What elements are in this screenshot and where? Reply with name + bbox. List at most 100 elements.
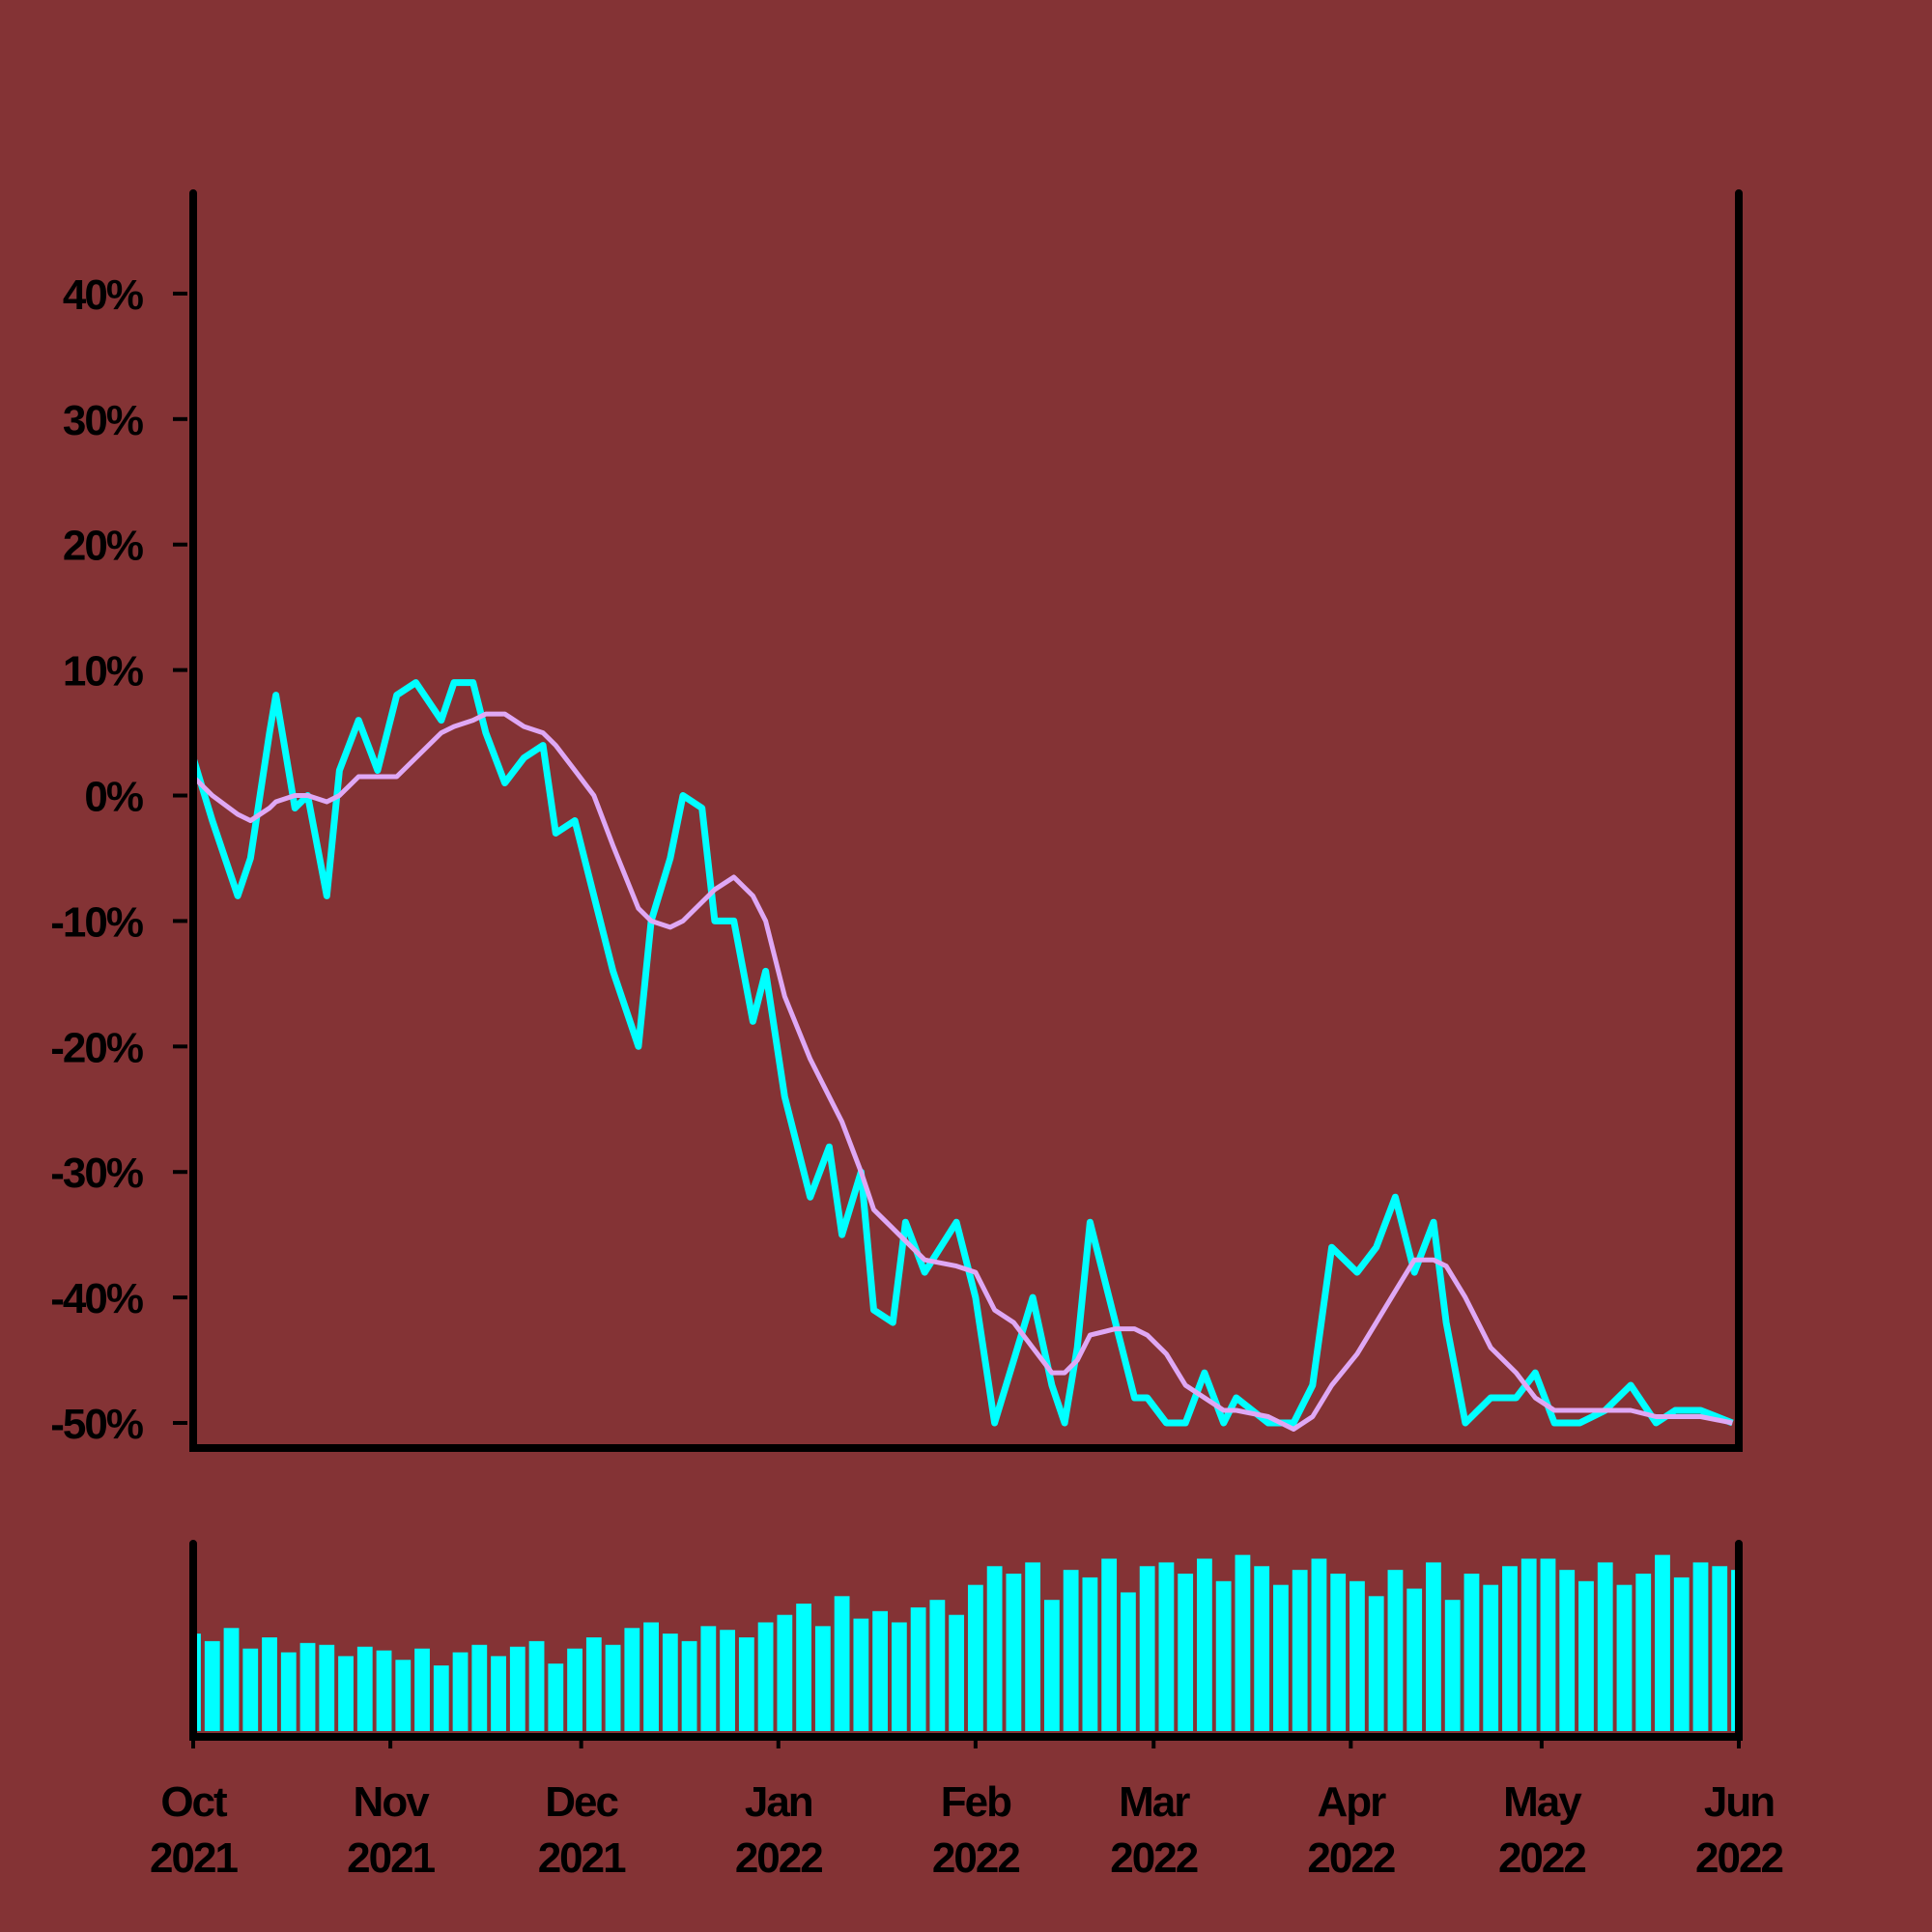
marks bbox=[189, 679, 1735, 1731]
volume-bar bbox=[280, 1652, 297, 1731]
volume-bar bbox=[681, 1640, 697, 1731]
volume-bar bbox=[1540, 1558, 1556, 1731]
volume-bar bbox=[1158, 1562, 1175, 1731]
y-tick-label: 0% bbox=[84, 774, 142, 821]
volume-bar bbox=[1215, 1580, 1232, 1731]
volume-bar bbox=[967, 1584, 983, 1731]
volume-bar bbox=[1406, 1588, 1423, 1731]
volume-bar bbox=[910, 1606, 926, 1731]
volume-bar bbox=[1426, 1562, 1441, 1731]
volume-bar bbox=[262, 1637, 277, 1731]
volume-bar bbox=[242, 1648, 259, 1731]
volume-bar bbox=[509, 1646, 526, 1731]
y-tick-label: 30% bbox=[63, 397, 143, 444]
volume-bar bbox=[777, 1614, 793, 1731]
volume-bar bbox=[567, 1648, 582, 1731]
volume-bar bbox=[1121, 1592, 1136, 1731]
volume-bar bbox=[1368, 1596, 1384, 1731]
x-tick-label: Jan 2022 bbox=[735, 1778, 822, 1882]
volume-bar bbox=[720, 1630, 735, 1731]
volume-bar bbox=[949, 1614, 965, 1731]
y-tick-label: 10% bbox=[63, 648, 143, 696]
volume-bar bbox=[872, 1610, 889, 1731]
volume-bar bbox=[471, 1644, 488, 1731]
volume-bar bbox=[1101, 1558, 1118, 1731]
price-frame bbox=[189, 189, 1743, 1452]
volume-bar bbox=[395, 1660, 412, 1731]
y-tick-label: -50% bbox=[50, 1401, 143, 1448]
volume-bar bbox=[757, 1622, 774, 1731]
volume-bar bbox=[338, 1656, 354, 1731]
volume-bar bbox=[624, 1628, 640, 1731]
x-tick-label: Oct 2021 bbox=[150, 1778, 238, 1882]
volume-bar bbox=[452, 1652, 469, 1731]
volume-bar bbox=[1578, 1580, 1594, 1731]
y-tick-label: 20% bbox=[63, 523, 143, 570]
volume-bar bbox=[1063, 1570, 1079, 1731]
volume-bar bbox=[1655, 1554, 1670, 1731]
volume-bar bbox=[1235, 1554, 1251, 1731]
volume-bar bbox=[891, 1622, 907, 1731]
volume-bar bbox=[1311, 1558, 1327, 1731]
volume-bar bbox=[1444, 1600, 1461, 1731]
volume-bar bbox=[834, 1596, 850, 1731]
volume-bar bbox=[376, 1650, 392, 1731]
volume-bar bbox=[414, 1648, 430, 1731]
x-tick-label: Apr 2022 bbox=[1307, 1778, 1394, 1882]
volume-bar bbox=[1082, 1577, 1098, 1731]
volume-bar bbox=[433, 1665, 449, 1731]
volume-bar bbox=[814, 1626, 831, 1731]
volume-bar bbox=[204, 1640, 220, 1731]
volume-bar bbox=[1673, 1577, 1690, 1731]
volume-bar bbox=[1292, 1570, 1308, 1731]
y-tick-label: -10% bbox=[50, 898, 143, 946]
y-tick-label: -40% bbox=[50, 1275, 143, 1322]
volume-bar bbox=[197, 1634, 201, 1731]
volume-bar bbox=[1616, 1584, 1633, 1731]
volume-bar bbox=[662, 1634, 678, 1731]
volume-bar bbox=[796, 1604, 811, 1731]
volume-bar bbox=[1463, 1574, 1480, 1731]
line-series bbox=[191, 711, 1733, 1432]
volume-bar bbox=[1559, 1570, 1576, 1731]
x-tick-label: Dec 2021 bbox=[538, 1778, 626, 1882]
volume-bar bbox=[1502, 1566, 1518, 1731]
line-series bbox=[189, 679, 1734, 1427]
x-tick-label: Feb 2022 bbox=[932, 1778, 1019, 1882]
volume-bar bbox=[1731, 1570, 1735, 1731]
volume-bar bbox=[356, 1646, 373, 1731]
volume-bar bbox=[1635, 1574, 1652, 1731]
volume-bar bbox=[738, 1637, 754, 1731]
volume-bar bbox=[1330, 1574, 1347, 1731]
volume-bar bbox=[1006, 1574, 1022, 1731]
volume-bar bbox=[1197, 1558, 1212, 1731]
volume-bar bbox=[548, 1663, 564, 1731]
volume-bar bbox=[986, 1566, 1003, 1731]
volume-bar bbox=[1692, 1562, 1709, 1731]
volume-bar bbox=[319, 1644, 335, 1731]
y-tick-label: -30% bbox=[50, 1150, 143, 1197]
volume-bar bbox=[491, 1656, 506, 1731]
volume-bar bbox=[585, 1637, 602, 1731]
volume-bar bbox=[853, 1618, 869, 1731]
volume-bar bbox=[1273, 1584, 1289, 1731]
volume-bar bbox=[1025, 1562, 1041, 1731]
volume-bar bbox=[1483, 1584, 1499, 1731]
volume-bar bbox=[1387, 1570, 1404, 1731]
volume-bar bbox=[1350, 1580, 1365, 1731]
volume-bar bbox=[929, 1600, 946, 1731]
volume-bar bbox=[223, 1628, 240, 1731]
x-tick-label: May 2022 bbox=[1498, 1778, 1585, 1882]
volume-bar bbox=[1043, 1600, 1060, 1731]
volume-bar bbox=[1139, 1566, 1155, 1731]
volume-bar bbox=[1520, 1558, 1537, 1731]
volume-frame bbox=[189, 1540, 1743, 1741]
volume-bar bbox=[1178, 1574, 1194, 1731]
volume-bar bbox=[700, 1626, 717, 1731]
volume-bar bbox=[1254, 1566, 1270, 1731]
y-tick-label: 40% bbox=[63, 271, 143, 319]
volume-bar bbox=[643, 1622, 659, 1731]
y-tick-label: -20% bbox=[50, 1024, 143, 1071]
volume-bar bbox=[1712, 1566, 1728, 1731]
